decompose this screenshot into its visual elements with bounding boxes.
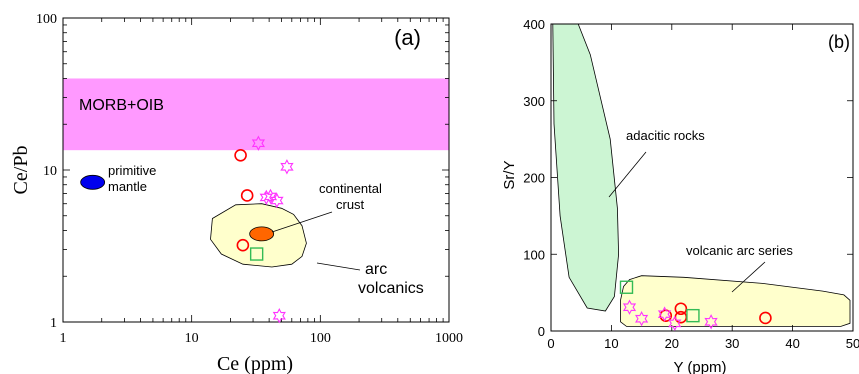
x-axis-label-a: Ce (ppm) <box>217 353 293 374</box>
point-a-circle <box>240 189 254 202</box>
point-b-star <box>704 314 718 330</box>
adakitic-leader <box>608 151 647 198</box>
point-b-circle <box>759 311 772 325</box>
arc-leader <box>316 262 361 271</box>
continental-crust-marker <box>249 226 275 242</box>
point-b-star <box>668 315 682 331</box>
y-axis-label-b: Sr/Y <box>501 160 518 189</box>
label-arc: arc <box>365 261 387 278</box>
label-mantle: mantle <box>108 179 147 194</box>
panel-label-a: (a) <box>394 25 421 50</box>
point-a-star <box>251 135 266 151</box>
label-primitive: primitive <box>108 163 156 178</box>
x-tick-label-b: 20 <box>665 336 679 351</box>
y-tick-label-b: 200 <box>523 171 545 186</box>
x-tick-label-a: 1 <box>60 331 67 346</box>
point-b-square <box>686 308 700 323</box>
x-tick-label-b: 40 <box>785 336 799 351</box>
point-b-star <box>634 311 649 327</box>
x-tick-label-b: 10 <box>604 336 618 351</box>
x-tick-label-a: 1000 <box>435 331 463 346</box>
volcanic-arc-leader <box>731 261 766 293</box>
point-a-star <box>263 188 278 205</box>
point-b-star <box>657 306 672 322</box>
x-axis-label-b: Y (ppm) <box>673 359 726 374</box>
point-a-circle <box>234 148 247 162</box>
y-tick-label-b: 0 <box>538 324 545 339</box>
point-a-star <box>272 308 286 324</box>
x-tick-label-a: 100 <box>310 331 331 346</box>
point-a-circle <box>236 238 250 252</box>
volcanic-arc-field <box>620 275 851 327</box>
y-tick-label-a: 1 <box>50 316 57 331</box>
plot-frame-b <box>550 23 854 332</box>
label-crust: crust <box>336 197 365 212</box>
point-a-star <box>280 159 294 175</box>
point-b-square <box>619 280 634 294</box>
y-tick-label-b: 100 <box>523 247 545 262</box>
x-tick-label-a: 10 <box>185 331 199 346</box>
field-label-adakitic: adacitic rocks <box>626 128 705 143</box>
crust-leader <box>271 211 333 233</box>
plot-frame-a <box>62 17 450 323</box>
x-tick-label-b: 30 <box>725 336 739 351</box>
panel-label-b: (b) <box>828 32 850 52</box>
y-tick-label-a: 10 <box>43 164 57 179</box>
morb-oib-band <box>63 78 449 151</box>
y-tick-label-b: 400 <box>523 17 545 32</box>
y-axis-label-a: Ce/Pb <box>10 146 32 195</box>
field-label-volcanic-arc: volcanic arc series <box>686 243 793 258</box>
point-a-square <box>249 247 264 261</box>
primitive-mantle-marker <box>80 174 106 190</box>
x-tick-label-b: 50 <box>846 336 859 351</box>
y-tick-label-a: 100 <box>36 12 57 27</box>
y-tick-label-b: 300 <box>523 94 545 109</box>
adacitic-field <box>552 24 620 312</box>
point-b-circle <box>674 302 688 316</box>
point-a-star <box>270 192 284 209</box>
label-continental: continental <box>319 181 382 196</box>
band-label-morb-oib: MORB+OIB <box>79 97 164 114</box>
panel-b: 0 10 20 30 40 50 0 100 200 300 400 (b) adacitic ro… <box>501 17 859 374</box>
x-tick-label-b: 0 <box>547 336 554 351</box>
point-b-star <box>622 299 637 315</box>
label-volcanics: volcanics <box>358 280 424 297</box>
point-a-star <box>259 189 273 206</box>
